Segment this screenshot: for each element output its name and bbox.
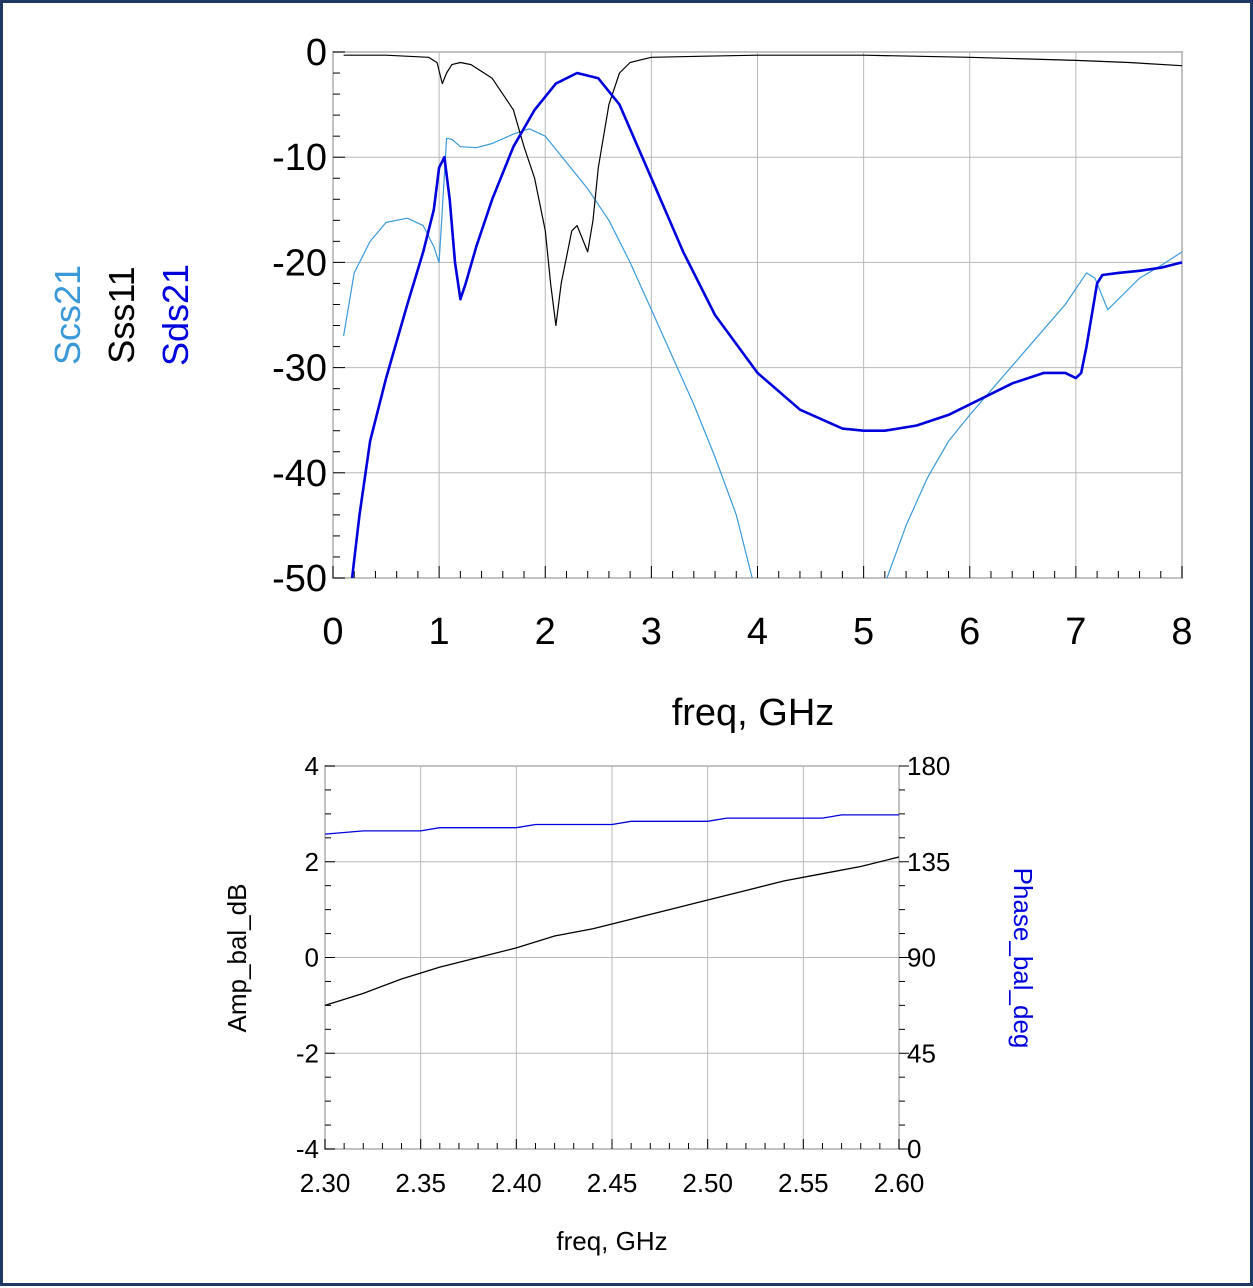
balance-chart: 2.30 2.35 2.40 2.45 2.50 2.55 2.60 4 2 0 -2 -4 180 13… (222, 751, 1038, 1256)
x-tick-label: 2.50 (682, 1168, 733, 1198)
series-sss11 (343, 54, 1183, 327)
x-tick-label: 2 (535, 611, 556, 653)
y-tick-label: -40 (272, 453, 327, 495)
x-tick-label: 4 (747, 611, 768, 653)
y-tick-label: -50 (272, 558, 327, 600)
legend-sss11: Sss11 (101, 266, 142, 363)
series-sds21 (350, 71, 1183, 579)
x-tick-label: 2.40 (491, 1168, 542, 1198)
y-tick-label: -30 (272, 348, 327, 390)
legend-sds21: Sds21 (155, 264, 196, 366)
sparams-legend: Scs21 Sss11 Sds21 (47, 264, 196, 366)
y-tick-label: 0 (305, 943, 319, 973)
x-tick-label: 2.45 (587, 1168, 638, 1198)
legend-scs21: Scs21 (47, 265, 88, 365)
series-amp-bal-db (324, 856, 900, 1007)
balance-tick-labels: 2.30 2.35 2.40 2.45 2.50 2.55 2.60 4 2 0 -2 -4 180 13… (296, 751, 951, 1198)
balance-xlabel: freq, GHz (556, 1226, 667, 1256)
y2-tick-label: 135 (907, 847, 950, 877)
balance-ylabel: Amp_bal_dB (222, 884, 252, 1033)
chart-canvas: 0 1 2 3 4 5 6 7 80-10-20-30-40-50 freq, GHz Scs2… (47, 32, 1193, 1256)
y2-tick-label: 180 (907, 751, 950, 781)
series-scs21 (886, 251, 1183, 579)
y2-tick-label: 45 (907, 1038, 936, 1068)
y-tick-label: -20 (272, 242, 327, 284)
y-tick-label: -4 (296, 1134, 319, 1164)
y-tick-label: 0 (306, 32, 327, 74)
balance-series (324, 814, 900, 1007)
sparams-chart: 0 1 2 3 4 5 6 7 8 0 -10 -20 -30 -40 -50 freq, GHz Scs2… (47, 32, 1193, 734)
balance-y2label: Phase_bal_deg (1008, 868, 1038, 1049)
x-tick-label: 0 (322, 611, 343, 653)
x-tick-label: 7 (1065, 611, 1086, 653)
y-tick-label: 4 (305, 751, 319, 781)
sparams-grid (332, 51, 1183, 579)
x-tick-label: 2.60 (874, 1168, 925, 1198)
x-tick-label: 1 (429, 611, 450, 653)
series-phase-bal-deg (324, 814, 899, 835)
x-tick-label: 2.35 (395, 1168, 446, 1198)
y2-tick-label: 0 (907, 1134, 921, 1164)
sparams-ticks (332, 51, 1183, 579)
series-scs21 (343, 128, 753, 579)
sparams-xlabel: freq, GHz (672, 692, 835, 734)
x-tick-label: 3 (641, 611, 662, 653)
y2-tick-label: 90 (907, 943, 936, 973)
x-tick-label: 2.30 (300, 1168, 351, 1198)
x-tick-label: 8 (1171, 611, 1192, 653)
x-tick-label: 5 (853, 611, 874, 653)
sparams-tick-labels: 0 1 2 3 4 5 6 7 8 0 -10 -20 -30 -40 -50 (272, 32, 1192, 653)
x-tick-label: 2.55 (778, 1168, 829, 1198)
y-tick-label: -2 (296, 1038, 319, 1068)
balance-ticks (324, 765, 909, 1150)
y-tick-label: 2 (305, 847, 319, 877)
x-tick-label: 6 (959, 611, 980, 653)
sparams-series (343, 54, 1183, 579)
y-tick-label: -10 (272, 137, 327, 179)
